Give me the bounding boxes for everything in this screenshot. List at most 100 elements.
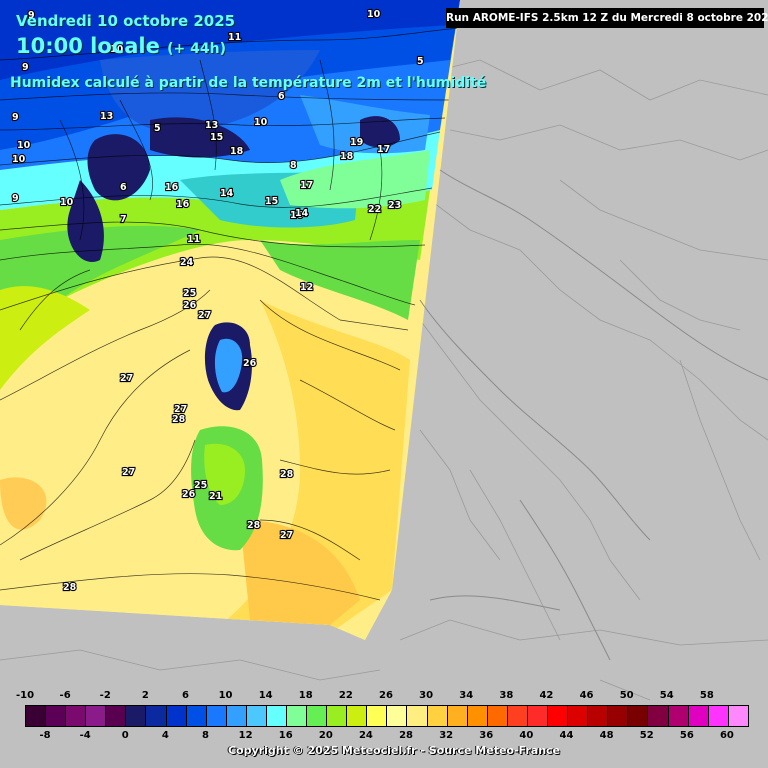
scale-swatch	[648, 706, 669, 726]
scale-swatch	[46, 706, 67, 726]
country-borders	[0, 59, 768, 701]
contour-label: 9	[28, 10, 35, 21]
scale-tick-label: 26	[379, 690, 393, 701]
contour-label: 9	[12, 193, 19, 204]
scale-tick-label: -6	[59, 690, 71, 701]
contour-label: 16	[290, 210, 304, 221]
contour-label: 12	[300, 282, 313, 293]
scale-swatch	[206, 706, 227, 726]
scale-tick-label: 6	[181, 690, 189, 701]
scale-swatch	[527, 706, 549, 726]
contour-label: 24	[180, 257, 194, 268]
contour-label: 27	[280, 530, 293, 541]
color-scale-bar	[25, 705, 749, 727]
contour-label: 8	[290, 160, 297, 171]
contour-label: 10	[17, 140, 31, 151]
forecast-date: Vendredi 10 octobre 2025	[16, 12, 236, 30]
scale-tick-label: 46	[579, 690, 594, 701]
contour-label: 16	[165, 182, 179, 193]
scale-tick-label: 44	[559, 730, 574, 741]
scale-tick-label: 0	[121, 730, 129, 741]
contour-label: 5	[417, 56, 424, 67]
scale-tick-label: 58	[699, 690, 714, 701]
scale-tick-label: 24	[358, 730, 373, 741]
scale-swatch	[728, 706, 748, 726]
scale-tick-label: 20	[318, 730, 333, 741]
contour-label: 26	[182, 489, 196, 500]
scale-swatch	[106, 706, 127, 726]
scale-swatch	[407, 706, 428, 726]
scale-tick-label: 16	[278, 730, 293, 741]
contour-label: 23	[388, 200, 401, 211]
scale-swatch	[487, 706, 508, 726]
run-info: Run AROME-IFS 2.5km 12 Z du Mercredi 8 o…	[446, 8, 768, 28]
contour-label: 10	[60, 197, 74, 208]
scale-swatch	[307, 706, 328, 726]
scale-tick-label: -10	[15, 690, 35, 701]
scale-swatch	[548, 706, 569, 726]
contour-label: 10	[254, 117, 268, 128]
contour-label: 6	[278, 91, 285, 102]
contour-label: 28	[247, 520, 261, 531]
scale-swatch	[86, 706, 107, 726]
contour-label: 25	[183, 288, 196, 299]
scale-swatch	[467, 706, 488, 726]
contour-label: 5	[154, 123, 161, 134]
contour-label: 27	[174, 404, 187, 415]
contour-label: 15	[265, 196, 278, 207]
scale-swatch	[146, 706, 167, 726]
contour-label: 27	[120, 373, 133, 384]
scale-tick-label: -2	[99, 690, 111, 701]
contour-label: 7	[120, 214, 127, 225]
scale-swatch	[668, 706, 689, 726]
contour-labels: 9 10 11 10 5 9 9 10 13 5 6 7 10 13 15 18…	[11, 8, 425, 594]
contour-label: 13	[205, 120, 218, 131]
scale-swatch	[66, 706, 87, 726]
contour-label: 28	[63, 582, 77, 593]
scale-swatch	[166, 706, 187, 726]
copyright: Copyright © 2025 Meteociel.fr - Source M…	[227, 744, 561, 757]
contour-label: 9	[22, 62, 29, 73]
scale-swatch	[708, 706, 729, 726]
scale-tick-label: 12	[238, 730, 253, 741]
scale-swatch	[447, 706, 468, 726]
contour-label: 10	[12, 154, 26, 165]
scale-swatch	[186, 706, 207, 726]
coastlines	[419, 169, 768, 661]
scale-tick-label: 36	[479, 730, 494, 741]
contour-label: 6	[120, 182, 127, 193]
contour-label: 25	[194, 480, 207, 491]
scale-tick-label: 22	[338, 690, 353, 701]
contour-label: 26	[183, 300, 197, 311]
scale-swatch	[608, 706, 629, 726]
scale-tick-label: 50	[619, 690, 634, 701]
scale-tick-label: 34	[459, 690, 474, 701]
scale-tick-label: -8	[39, 730, 51, 741]
scale-swatch	[287, 706, 308, 726]
contour-label: 28	[172, 414, 186, 425]
scale-swatch	[427, 706, 448, 726]
contour-label: 16	[176, 199, 190, 210]
scale-tick-label: 30	[419, 690, 434, 701]
scale-swatch	[327, 706, 348, 726]
scale-tick-label: 32	[439, 730, 454, 741]
scale-swatch	[126, 706, 147, 726]
scale-tick-label: 14	[258, 690, 273, 701]
scale-tick-label: -4	[79, 730, 91, 741]
contour-label: 21	[209, 491, 222, 502]
scale-tick-label: 52	[639, 730, 654, 741]
forecast-time: 10:00 locale (+ 44h)	[16, 34, 226, 58]
scale-swatch	[568, 706, 589, 726]
scale-tick-label: 42	[539, 690, 554, 701]
scale-swatch	[588, 706, 609, 726]
lead-time: (+ 44h)	[167, 41, 227, 57]
scale-tick-label: 40	[519, 730, 534, 741]
scale-swatch	[246, 706, 267, 726]
contour-label: 9	[12, 112, 19, 123]
contour-label: 13	[100, 111, 113, 122]
contour-label: 11	[187, 234, 200, 245]
contour-label: 15	[210, 132, 223, 143]
contour-label: 14	[295, 208, 309, 219]
contour-label: 18	[340, 151, 354, 162]
scale-tick-label: 10	[218, 690, 233, 701]
